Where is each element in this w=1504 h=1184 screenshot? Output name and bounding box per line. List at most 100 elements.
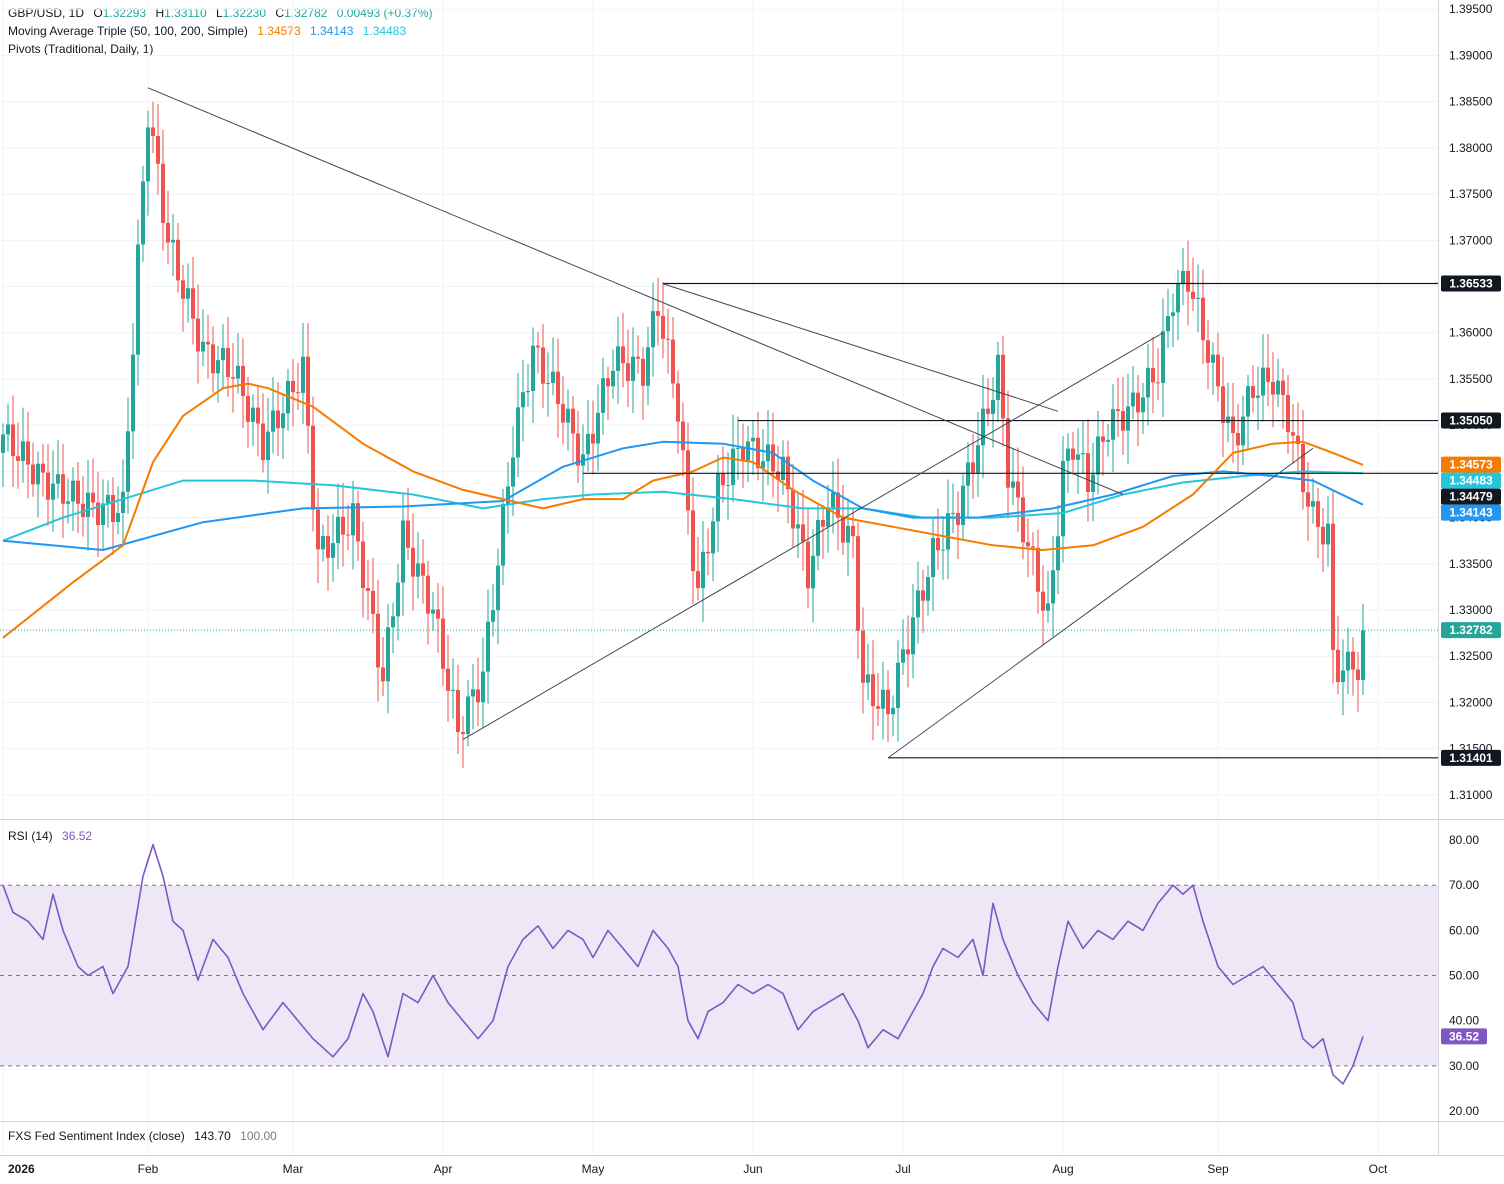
ma200-line <box>2 470 1364 542</box>
fxs-value-2: 100.00 <box>240 1129 277 1143</box>
candle <box>116 486 120 535</box>
candle-body <box>671 339 675 384</box>
candle-body <box>981 408 985 446</box>
candle-body <box>1156 382 1160 384</box>
candle-body <box>1361 630 1365 680</box>
candle <box>1316 487 1320 558</box>
candle-body <box>151 127 155 137</box>
candle-body <box>1076 454 1080 460</box>
candle <box>536 331 540 374</box>
candle <box>101 479 105 552</box>
candle <box>551 337 555 396</box>
candle-body <box>1291 432 1295 436</box>
rsi-tick-label: 70.00 <box>1449 878 1479 892</box>
candle <box>1156 348 1160 401</box>
candle-body <box>1251 386 1255 398</box>
candle-body <box>931 537 935 578</box>
candle-body <box>451 689 455 691</box>
price-label-tag: 1.34573 <box>1441 456 1501 473</box>
candle-body <box>1176 283 1180 313</box>
candle-body <box>991 400 995 414</box>
candle-body <box>606 378 610 387</box>
rsi-label[interactable]: RSI (14) <box>8 829 53 843</box>
candle-body <box>381 667 385 682</box>
candle <box>1166 288 1170 349</box>
candle <box>206 315 210 379</box>
candle <box>1266 333 1270 407</box>
candle <box>76 461 80 534</box>
candle <box>946 479 950 579</box>
candle <box>956 491 960 560</box>
candle <box>576 410 580 483</box>
candle <box>131 323 135 460</box>
price-label-bg <box>1441 488 1501 505</box>
candle <box>146 110 150 216</box>
candle <box>561 376 565 445</box>
candle <box>306 323 310 454</box>
candle-body <box>1081 453 1085 455</box>
candle-body <box>806 541 810 589</box>
candle <box>1276 358 1280 408</box>
candle <box>1256 366 1260 431</box>
candle-body <box>1 434 5 453</box>
candle <box>976 411 980 497</box>
candle-body <box>1126 406 1130 431</box>
candle-body <box>1336 649 1340 683</box>
price-label-bg <box>1441 504 1501 521</box>
candle <box>86 459 90 552</box>
candle-body <box>236 365 240 379</box>
candles <box>1 101 1365 768</box>
candle <box>541 323 545 408</box>
candle-body <box>276 410 280 429</box>
candle <box>491 584 495 637</box>
candle-body <box>396 582 400 617</box>
candle-body <box>326 536 330 558</box>
candle <box>1326 496 1330 567</box>
candle <box>1176 269 1180 341</box>
candle-body <box>191 288 195 319</box>
candle-body <box>571 408 575 434</box>
price-label-bg <box>1441 412 1501 429</box>
candle <box>606 366 610 420</box>
candle <box>161 129 165 251</box>
candle-body <box>1311 501 1315 507</box>
candle <box>1046 570 1050 623</box>
candle-body <box>1296 435 1300 445</box>
fxs-label[interactable]: FXS Fed Sentiment Index (close) <box>8 1129 185 1143</box>
candle-body <box>506 486 510 505</box>
candle-body <box>721 473 725 486</box>
candle-body <box>861 630 865 683</box>
candle-body <box>511 457 515 487</box>
rsi-tick-label: 20.00 <box>1449 1104 1479 1118</box>
candle <box>461 716 465 768</box>
candle <box>931 516 935 612</box>
price-label-bg <box>1441 749 1501 766</box>
candle <box>936 508 940 570</box>
candle <box>906 615 910 688</box>
candle <box>991 377 995 448</box>
candle <box>176 222 180 293</box>
candle <box>926 565 930 616</box>
candle <box>426 560 430 645</box>
candle <box>356 490 360 562</box>
candle-body <box>1306 492 1310 507</box>
candle <box>391 602 395 654</box>
candle <box>861 607 865 714</box>
pivots-indicator-label[interactable]: Pivots (Traditional, Daily, 1) <box>8 42 154 56</box>
price-label-text: 1.35050 <box>1449 414 1493 428</box>
candle-body <box>636 356 640 359</box>
candle-body <box>331 543 335 558</box>
candle <box>121 459 125 547</box>
candle <box>836 458 840 551</box>
candle <box>531 327 535 424</box>
candle <box>326 515 330 591</box>
candle-body <box>881 689 885 709</box>
ma-indicator-label[interactable]: Moving Average Triple (50, 100, 200, Sim… <box>8 24 248 38</box>
candle-body <box>916 590 920 618</box>
candle-body <box>836 492 840 518</box>
candle <box>721 446 725 503</box>
candle <box>821 505 825 559</box>
candle-body <box>601 378 605 413</box>
candle-body <box>316 509 320 550</box>
